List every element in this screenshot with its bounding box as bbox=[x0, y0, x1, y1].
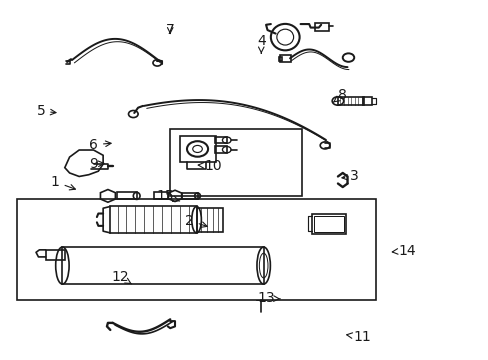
Text: 2: 2 bbox=[184, 213, 207, 228]
Bar bbox=[280, 55, 290, 62]
Bar bbox=[45, 250, 64, 260]
Bar bbox=[170, 129, 302, 196]
Bar bbox=[278, 57, 282, 61]
Text: 6: 6 bbox=[89, 138, 111, 152]
Bar bbox=[313, 216, 343, 232]
Text: 3: 3 bbox=[341, 170, 358, 184]
Bar bbox=[62, 247, 263, 284]
Text: 14: 14 bbox=[391, 244, 415, 257]
Bar bbox=[315, 23, 328, 31]
Text: 1: 1 bbox=[51, 175, 75, 190]
Bar bbox=[154, 192, 167, 199]
Text: 11: 11 bbox=[346, 330, 370, 344]
Bar bbox=[214, 137, 226, 143]
Bar bbox=[110, 206, 196, 233]
Bar bbox=[182, 193, 197, 199]
Text: 9: 9 bbox=[89, 157, 104, 171]
Bar bbox=[116, 192, 137, 199]
Bar bbox=[311, 214, 346, 234]
Bar bbox=[363, 97, 371, 105]
Text: 8: 8 bbox=[333, 88, 346, 102]
Text: 12: 12 bbox=[111, 270, 131, 284]
Bar bbox=[214, 147, 226, 153]
Bar bbox=[337, 97, 364, 105]
Text: 10: 10 bbox=[198, 159, 222, 173]
Text: 7: 7 bbox=[165, 23, 174, 37]
Bar bbox=[180, 136, 215, 162]
Text: 4: 4 bbox=[256, 33, 265, 53]
Text: 15: 15 bbox=[156, 189, 179, 203]
Bar bbox=[196, 207, 223, 232]
Bar bbox=[17, 199, 376, 300]
Text: 13: 13 bbox=[257, 291, 280, 305]
Text: 5: 5 bbox=[37, 104, 56, 118]
